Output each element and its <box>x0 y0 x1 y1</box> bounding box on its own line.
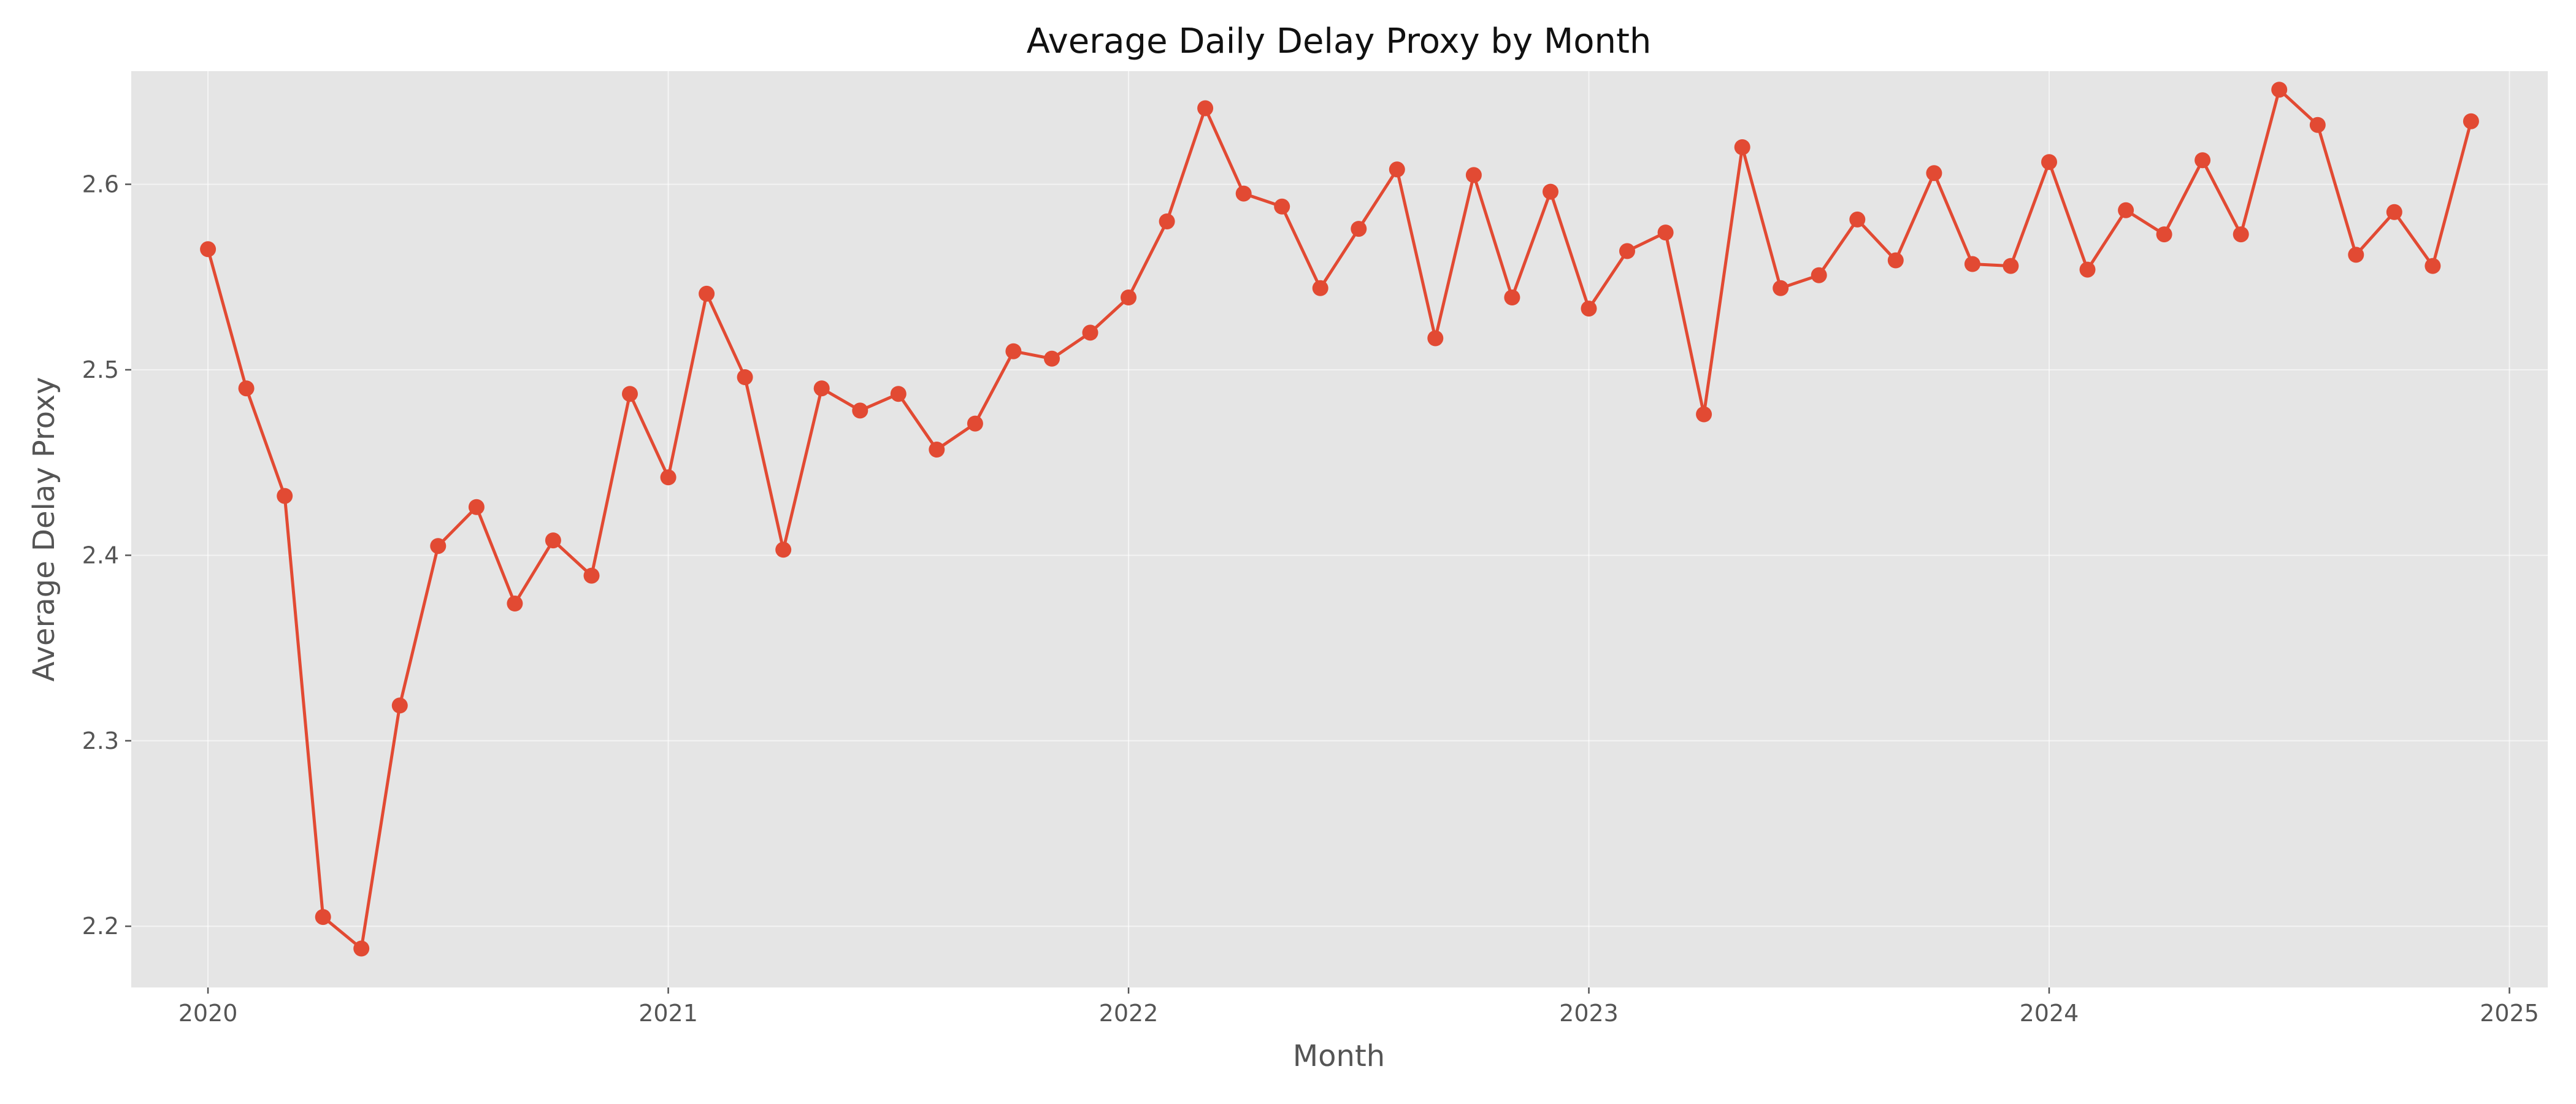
data-point <box>967 415 983 432</box>
data-point <box>1504 289 1520 305</box>
data-point <box>1773 280 1789 296</box>
data-point <box>1581 301 1597 317</box>
grid-lines <box>131 71 2548 987</box>
x-tick-label: 2025 <box>2480 1000 2539 1027</box>
data-point <box>1619 243 1635 259</box>
data-point <box>890 386 907 402</box>
data-point <box>468 499 485 515</box>
data-point <box>2271 82 2288 98</box>
data-point <box>2309 117 2326 133</box>
data-point <box>545 532 561 549</box>
data-point <box>1427 330 1444 347</box>
chart-title: Average Daily Delay Proxy by Month <box>1027 21 1652 61</box>
data-point <box>737 369 753 385</box>
data-point <box>852 402 868 419</box>
y-tick-label: 2.3 <box>82 727 119 754</box>
data-point <box>1657 224 1674 241</box>
data-point <box>277 488 293 504</box>
data-point <box>1926 165 1942 182</box>
data-point <box>353 940 370 957</box>
data-point <box>1312 280 1328 296</box>
data-point <box>2425 258 2441 274</box>
data-point <box>1734 139 1750 155</box>
data-point <box>391 697 408 714</box>
data-point <box>1465 167 1482 183</box>
data-point <box>2003 258 2019 274</box>
data-point <box>2079 261 2096 278</box>
series-line <box>206 88 2473 950</box>
y-tick-label: 2.4 <box>82 542 119 569</box>
data-point <box>2463 113 2479 129</box>
data-point <box>1849 211 1866 228</box>
data-point <box>2156 226 2172 243</box>
data-point <box>2118 202 2134 218</box>
data-point <box>1121 289 1137 305</box>
data-point <box>1044 350 1060 367</box>
y-tick-label: 2.2 <box>82 913 119 940</box>
data-point <box>430 538 447 554</box>
data-point <box>1005 343 1022 359</box>
y-axis-label: Average Delay Proxy <box>27 377 61 682</box>
data-point <box>238 380 255 397</box>
data-point <box>1274 198 1290 215</box>
y-tick-label: 2.5 <box>82 356 119 383</box>
data-point <box>813 380 830 397</box>
data-point <box>2348 247 2364 263</box>
data-point <box>1351 221 1367 237</box>
data-point <box>1964 256 1980 272</box>
data-point <box>929 442 945 458</box>
data-point <box>1543 183 1558 200</box>
axis-ticks: 2.2 2.3 2.4 2.5 2.6 2020 2021 2022 2023 2024 2025 <box>82 171 2539 1027</box>
data-point <box>507 596 523 611</box>
plot-area <box>131 71 2548 987</box>
data-point <box>1811 267 1827 283</box>
data-point <box>315 909 331 926</box>
data-point <box>1887 252 1904 269</box>
data-point <box>2195 152 2211 169</box>
data-points <box>200 82 2479 957</box>
x-axis-label: Month <box>1293 1039 1385 1073</box>
x-tick-label: 2023 <box>1559 1000 1619 1027</box>
y-tick-label: 2.6 <box>82 171 119 197</box>
x-tick-label: 2021 <box>638 1000 698 1027</box>
data-point <box>622 386 638 402</box>
x-tick-label: 2024 <box>2020 1000 2079 1027</box>
data-point <box>775 542 792 558</box>
data-point <box>2386 204 2402 220</box>
data-point <box>1235 185 1252 202</box>
x-tick-label: 2022 <box>1099 1000 1159 1027</box>
data-point <box>200 241 217 258</box>
x-tick-label: 2020 <box>178 1000 238 1027</box>
data-point <box>583 567 600 584</box>
data-point <box>1197 100 1214 117</box>
series-line-layer <box>206 88 2473 950</box>
data-point <box>1696 406 1712 423</box>
data-point <box>1082 324 1098 341</box>
data-point <box>2233 226 2249 243</box>
data-point <box>699 285 715 302</box>
data-point <box>1389 161 1405 178</box>
data-point <box>1159 213 1175 229</box>
data-point <box>2041 154 2057 171</box>
data-point <box>660 469 677 486</box>
